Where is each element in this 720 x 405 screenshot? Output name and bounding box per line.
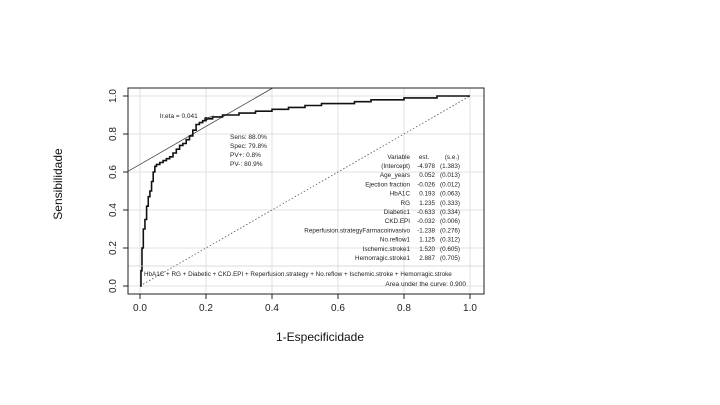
y-axis-ticks: 0.0 0.2 0.4 0.6 0.8 1.0 <box>108 89 128 293</box>
y-tick-label: 0.2 <box>108 241 119 255</box>
table-se: (0.334) <box>440 209 460 216</box>
x-axis-label: 1-Especificidade <box>275 330 365 344</box>
roc-curve <box>140 95 470 287</box>
table-est: -1.238 <box>417 227 435 234</box>
table-se: (0.012) <box>440 181 460 188</box>
x-tick-label: 1.0 <box>463 303 477 314</box>
x-tick-label: 0.0 <box>133 303 147 314</box>
table-variable: RG <box>401 200 411 207</box>
table-se: (0.013) <box>440 172 460 179</box>
table-se: (0.605) <box>440 246 460 253</box>
chart-lines <box>127 87 471 287</box>
annotations: lr.eta = 0.041 Sens: 88.0% Spec: 79.8% PV+:… <box>128 113 484 288</box>
x-tick-label: 0.6 <box>331 303 345 314</box>
table-est: 1.235 <box>419 200 435 207</box>
cutoff-stat: Sens: 88.0% <box>230 134 267 141</box>
table-est: -0.633 <box>417 209 435 216</box>
table-se: (0.333) <box>440 200 460 207</box>
y-tick-label: 0.0 <box>108 279 119 293</box>
table-se: (0.063) <box>440 191 460 198</box>
table-est: 1.520 <box>419 246 435 253</box>
table-variable: No.reflow1 <box>380 237 411 244</box>
tangent-line <box>127 87 273 172</box>
y-tick-label: 0.6 <box>108 165 119 179</box>
cutoff-stat: PV-: 80.9% <box>230 161 263 168</box>
table-est: -4.978 <box>417 163 435 170</box>
table-est: 0.193 <box>419 191 435 198</box>
table-variable: Reperfusion.strategyFarmacoinvasivo <box>304 227 410 234</box>
table-variable: Ejection fraction <box>365 181 410 188</box>
table-header-est: est. <box>419 154 429 161</box>
x-axis-ticks: 0.0 0.2 0.4 0.6 0.8 1.0 <box>133 294 477 314</box>
table-variable: Diabetic1 <box>384 209 411 216</box>
table-header-se: (s.e.) <box>445 154 459 161</box>
table-variable: (Intercept) <box>381 163 410 170</box>
table-se: (0.705) <box>440 255 460 262</box>
cutoff-stat: Spec: 79.8% <box>230 143 267 150</box>
y-axis-label: Sensibilidade <box>51 148 65 220</box>
y-tick-label: 1.0 <box>108 89 119 103</box>
table-est: 2.887 <box>419 255 435 262</box>
model-formula: HbA1C + RG + Diabetic + CKD.EPI + Reperf… <box>144 271 452 278</box>
cutoff-label-leader <box>203 115 215 120</box>
x-tick-label: 0.2 <box>199 303 213 314</box>
table-variable: HbA1C <box>390 191 411 198</box>
table-variable: Age_years <box>380 172 410 179</box>
cutoff-stat: PV+: 0.8% <box>230 152 261 159</box>
table-variable: Ischemic.stroke1 <box>363 246 411 253</box>
auc-text: Area under the curve: 0.900 <box>385 281 466 288</box>
y-tick-label: 0.4 <box>108 203 119 217</box>
table-variable: Hemorragic.stroke1 <box>355 255 410 262</box>
reference-diagonal-line <box>139 95 471 287</box>
table-est: -0.026 <box>417 181 435 188</box>
table-est: 1.125 <box>419 237 435 244</box>
table-se: (0.312) <box>440 237 460 244</box>
grid-lines <box>128 88 484 294</box>
table-variable: CKD.EPI <box>385 218 410 225</box>
table-header-variable: Variable <box>387 154 410 161</box>
table-est: 0.052 <box>419 172 435 179</box>
cutoff-label: lr.eta = 0.041 <box>160 113 198 120</box>
plot-frame <box>127 87 485 295</box>
table-se: (1.383) <box>440 163 460 170</box>
table-se: (0.006) <box>440 218 460 225</box>
x-tick-label: 0.4 <box>265 303 279 314</box>
y-tick-label: 0.8 <box>108 127 119 141</box>
table-est: -0.032 <box>417 218 435 225</box>
table-se: (0.276) <box>440 227 460 234</box>
x-tick-label: 0.8 <box>397 303 411 314</box>
